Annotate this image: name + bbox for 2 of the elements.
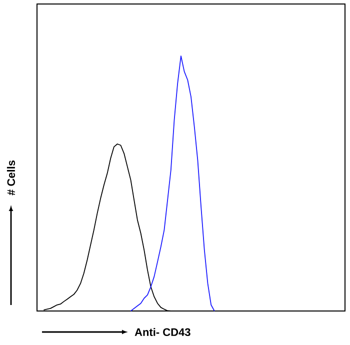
y-axis-title: # Cells [6, 160, 16, 196]
x-axis-title: Anti- CD43 [134, 328, 190, 336]
